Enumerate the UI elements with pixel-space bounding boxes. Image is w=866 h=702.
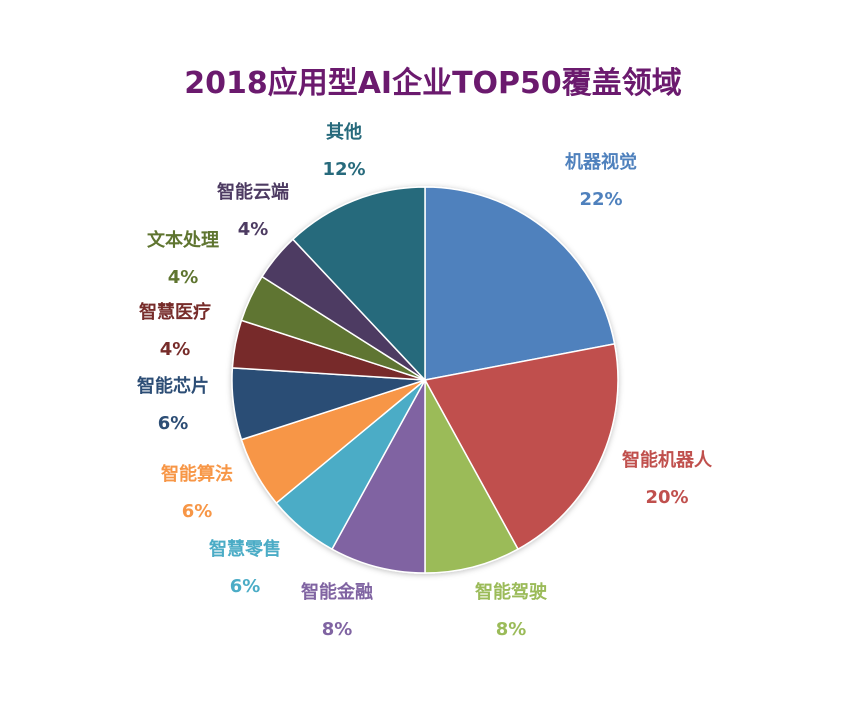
pie-slice (331, 379, 426, 574)
slice-name-label: 智能驾驶 (475, 581, 547, 603)
pie-labels: 机器视觉 22% 智能机器人 20% 智能驾驶 8% 智能金融 8% 智慧零售 6% 智能算法 6% 智… (137, 121, 713, 640)
slice-value-label: 12% (322, 159, 365, 180)
slice-value-label: 8% (496, 619, 527, 640)
pie-slices (231, 186, 619, 574)
slice-name-label: 智能算法 (161, 463, 233, 485)
slice-value-label: 4% (160, 339, 191, 360)
slice-name-label: 智能芯片 (137, 375, 209, 397)
pie-slice (423, 342, 619, 551)
slice-value-label: 4% (238, 219, 269, 240)
slice-name-label: 其他 (326, 121, 362, 143)
slice-name-label: 智慧零售 (209, 538, 281, 560)
pie-slice (291, 186, 426, 382)
pie-slice (424, 186, 616, 381)
slice-name-label: 智能云端 (217, 181, 289, 203)
slice-value-label: 4% (168, 267, 199, 288)
slice-name-label: 文本处理 (147, 229, 219, 251)
pie-slice (424, 379, 519, 574)
slice-value-label: 6% (230, 576, 261, 597)
slice-name-label: 智能金融 (301, 581, 373, 603)
chart-title: 2018应用型AI企业TOP50覆盖领域 (184, 66, 682, 101)
slice-name-label: 智慧医疗 (139, 301, 211, 323)
slice-value-label: 6% (182, 501, 213, 522)
slice-value-label: 22% (579, 189, 622, 210)
slice-value-label: 8% (322, 619, 353, 640)
slice-value-label: 20% (645, 487, 688, 508)
slice-value-label: 6% (158, 413, 189, 434)
slice-name-label: 智能机器人 (622, 449, 713, 471)
slice-name-label: 机器视觉 (565, 151, 637, 173)
